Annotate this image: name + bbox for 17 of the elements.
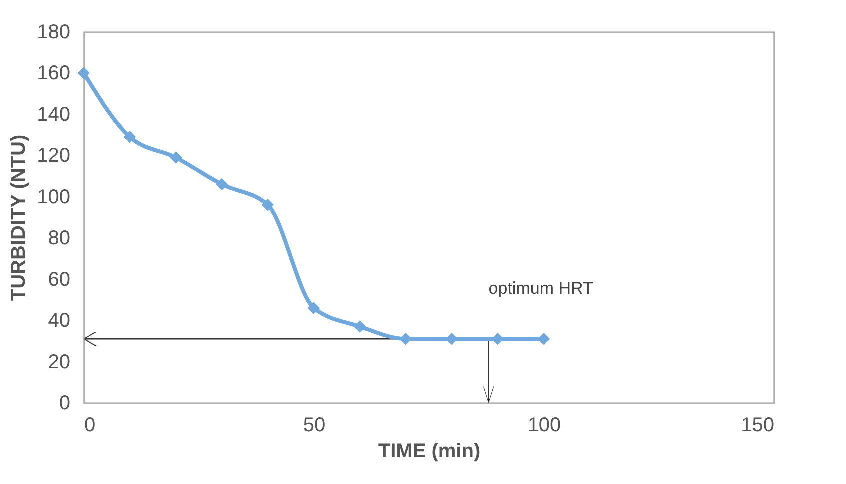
y-tick-label: 160	[37, 62, 70, 85]
y-axis-title: TURBIDITY (NTU)	[8, 134, 30, 302]
y-tick-label: 80	[48, 228, 70, 250]
y-tick-label: 120	[37, 145, 70, 168]
y-tick-label: 180	[37, 22, 70, 44]
y-tick-label: 0	[59, 392, 70, 414]
x-tick-label: 100	[528, 414, 562, 436]
y-tick-label: 20	[48, 351, 70, 374]
y-tick-label: 100	[37, 186, 70, 208]
y-tick-label: 140	[37, 104, 70, 126]
x-tick-label: 50	[303, 414, 326, 436]
x-tick-label: 150	[741, 414, 774, 436]
annotation: optimum HRT	[488, 279, 594, 298]
y-tick-label: 40	[48, 310, 70, 332]
y-tick-label: 60	[48, 268, 70, 291]
x-axis-title: TIME (min)	[378, 440, 481, 462]
x-tick-label: 0	[84, 414, 96, 436]
